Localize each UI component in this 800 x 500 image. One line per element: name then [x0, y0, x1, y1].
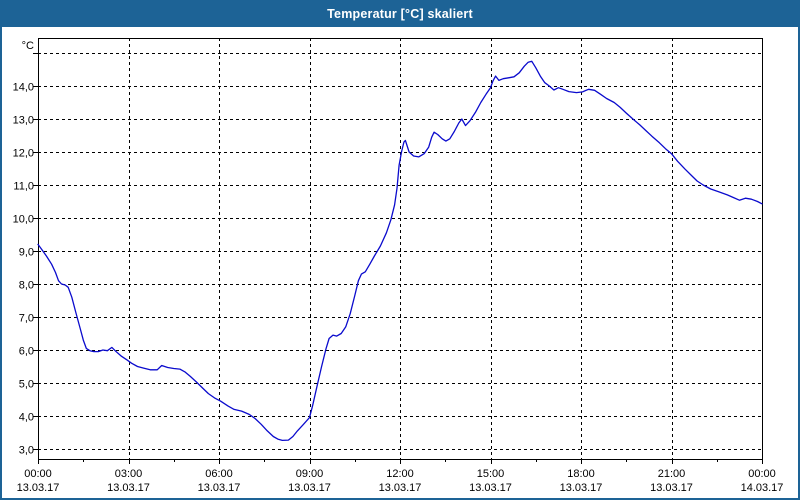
- y-axis-label: 14,0: [13, 82, 34, 94]
- x-axis-time-label: 21:00: [658, 468, 686, 480]
- y-axis-label: 13,0: [13, 115, 34, 127]
- x-axis-time-label: 12:00: [386, 468, 414, 480]
- x-axis-time-label: 00:00: [748, 468, 776, 480]
- x-axis-date-label: 13.03.17: [469, 482, 512, 494]
- y-axis-label: 3,0: [19, 445, 34, 457]
- y-axis-label: 11,0: [13, 181, 34, 193]
- x-axis-time-label: 18:00: [567, 468, 595, 480]
- y-axis-label: 6,0: [19, 346, 34, 358]
- x-axis-date-label: 13.03.17: [107, 482, 150, 494]
- y-axis-label: 10,0: [13, 214, 34, 226]
- x-axis-date-label: 14.03.17: [741, 482, 784, 494]
- window-title: Temperatur [°C] skaliert: [327, 6, 473, 21]
- y-axis-label: 7,0: [19, 313, 34, 325]
- x-axis-date-label: 13.03.17: [560, 482, 603, 494]
- x-axis-date-label: 13.03.17: [198, 482, 241, 494]
- y-axis-label: 8,0: [19, 280, 34, 292]
- temperature-line: [37, 60, 763, 442]
- y-axis-label: 5,0: [19, 379, 34, 391]
- x-axis-date-label: 13.03.17: [288, 482, 331, 494]
- x-axis-time-label: 06:00: [205, 468, 233, 480]
- x-axis-time-label: 15:00: [477, 468, 505, 480]
- plot-border: [38, 38, 763, 460]
- x-axis-date-label: 13.03.17: [17, 482, 60, 494]
- temperature-chart: 3,0 4,0 5,0 6,0 7,0 8,0 9,0 10,0 11,0 12,0 13,0 14,…: [13, 38, 784, 494]
- x-axis-time-label: 03:00: [115, 468, 143, 480]
- window-titlebar: Temperatur [°C] skaliert: [0, 0, 800, 27]
- y-axis-unit-label: °C: [22, 40, 34, 52]
- y-axis-label: 9,0: [19, 247, 34, 259]
- y-axis-label: 12,0: [13, 148, 34, 160]
- x-axis-date-label: 13.03.17: [379, 482, 422, 494]
- x-axis-time-label: 09:00: [296, 468, 324, 480]
- y-axis-label: 4,0: [19, 412, 34, 424]
- x-axis-date-label: 13.03.17: [650, 482, 693, 494]
- x-axis-time-label: 00:00: [24, 468, 52, 480]
